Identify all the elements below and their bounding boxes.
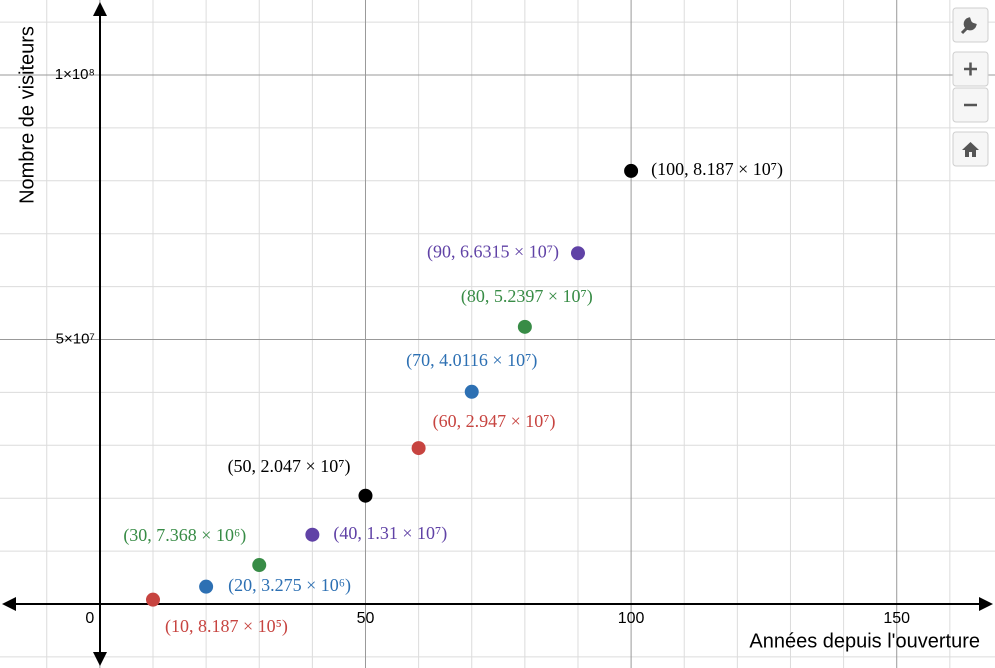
wrench-icon	[960, 17, 977, 35]
point-label: (80, 5.2397 × 10⁷)	[461, 286, 593, 307]
point-label: (40, 1.31 × 10⁷)	[333, 523, 447, 544]
y-axis-label: Nombre de visiteurs	[16, 26, 38, 204]
point-label: (10, 8.187 × 10⁵)	[165, 616, 288, 637]
point	[199, 579, 214, 594]
point	[517, 319, 532, 334]
x-axis-label: Années depuis l'ouverture	[749, 630, 980, 652]
point	[570, 246, 585, 261]
point-label: (50, 2.047 × 10⁷)	[228, 456, 351, 477]
point-label: (30, 7.368 × 10⁶)	[123, 525, 246, 546]
x-tick-label: 100	[618, 610, 645, 627]
point-label: (90, 6.6315 × 10⁷)	[427, 241, 559, 262]
x-tick-label: 50	[357, 610, 375, 627]
y-tick-label: 5×10⁷	[56, 330, 95, 347]
point	[411, 441, 426, 456]
point	[305, 527, 320, 542]
point	[624, 163, 639, 178]
point-label: (100, 8.187 × 10⁷)	[651, 159, 783, 180]
point	[252, 558, 267, 573]
point	[464, 384, 479, 399]
x-tick-label: 150	[883, 610, 910, 627]
toolbar	[952, 7, 989, 167]
point-label: (60, 2.947 × 10⁷)	[433, 411, 556, 432]
plus-icon	[964, 62, 977, 76]
x-tick-label: 0	[85, 610, 94, 627]
home-icon	[962, 142, 979, 157]
point	[145, 592, 160, 607]
y-tick-label: 1×10⁸	[55, 66, 95, 83]
point	[358, 488, 373, 503]
point-label: (20, 3.275 × 10⁶)	[228, 575, 351, 596]
point-label: (70, 4.0116 × 10⁷)	[406, 350, 537, 371]
